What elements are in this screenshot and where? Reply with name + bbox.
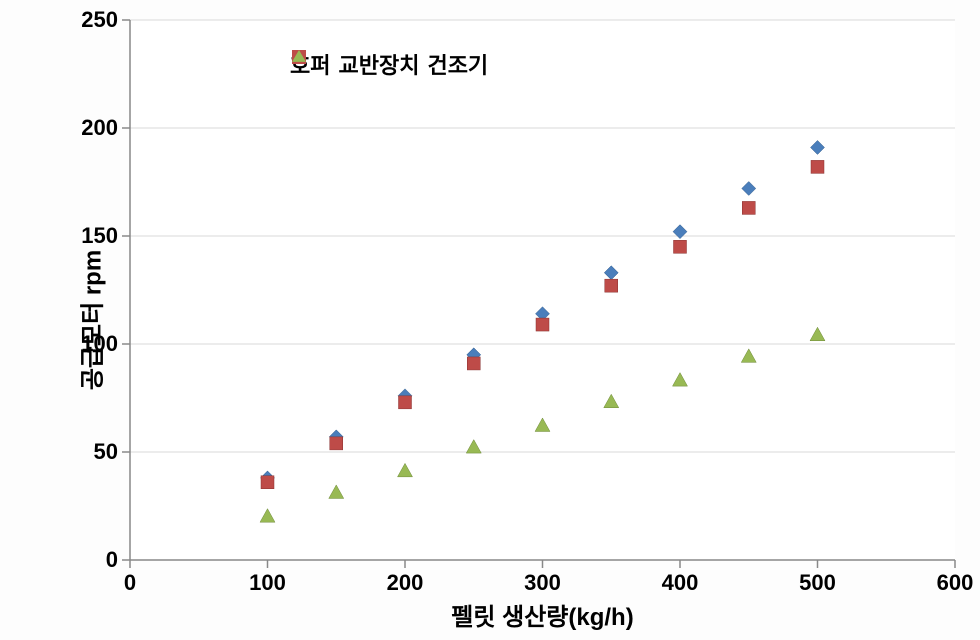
x-tick-label: 600 <box>935 570 975 596</box>
y-tick-label: 150 <box>81 223 118 249</box>
legend-item: 교반장치 <box>338 48 419 80</box>
x-tick-label: 0 <box>110 570 150 596</box>
x-tick-label: 100 <box>248 570 288 596</box>
x-axis-title: 펠릿 생산량(kg/h) <box>451 597 633 632</box>
y-tick-label: 50 <box>94 439 118 465</box>
y-tick-label: 250 <box>81 7 118 33</box>
x-tick-label: 200 <box>385 570 425 596</box>
x-tick-label: 500 <box>798 570 838 596</box>
legend-label: 교반장치 <box>338 48 419 80</box>
x-tick-label: 300 <box>523 570 563 596</box>
y-tick-label: 0 <box>106 547 118 573</box>
x-tick-label: 400 <box>660 570 700 596</box>
y-axis-title: 공급모터 rpm <box>73 250 108 390</box>
chart-svg <box>0 0 980 640</box>
legend: 호퍼교반장치건조기 <box>290 48 488 80</box>
triangle-icon <box>290 48 308 66</box>
scatter-chart: 공급모터 rpm 펠릿 생산량(kg/h) 호퍼교반장치건조기 0 100 200 3… <box>0 0 980 640</box>
y-tick-label: 200 <box>81 115 118 141</box>
legend-label: 건조기 <box>427 48 488 80</box>
y-tick-label: 100 <box>81 331 118 357</box>
legend-item: 건조기 <box>427 48 488 80</box>
